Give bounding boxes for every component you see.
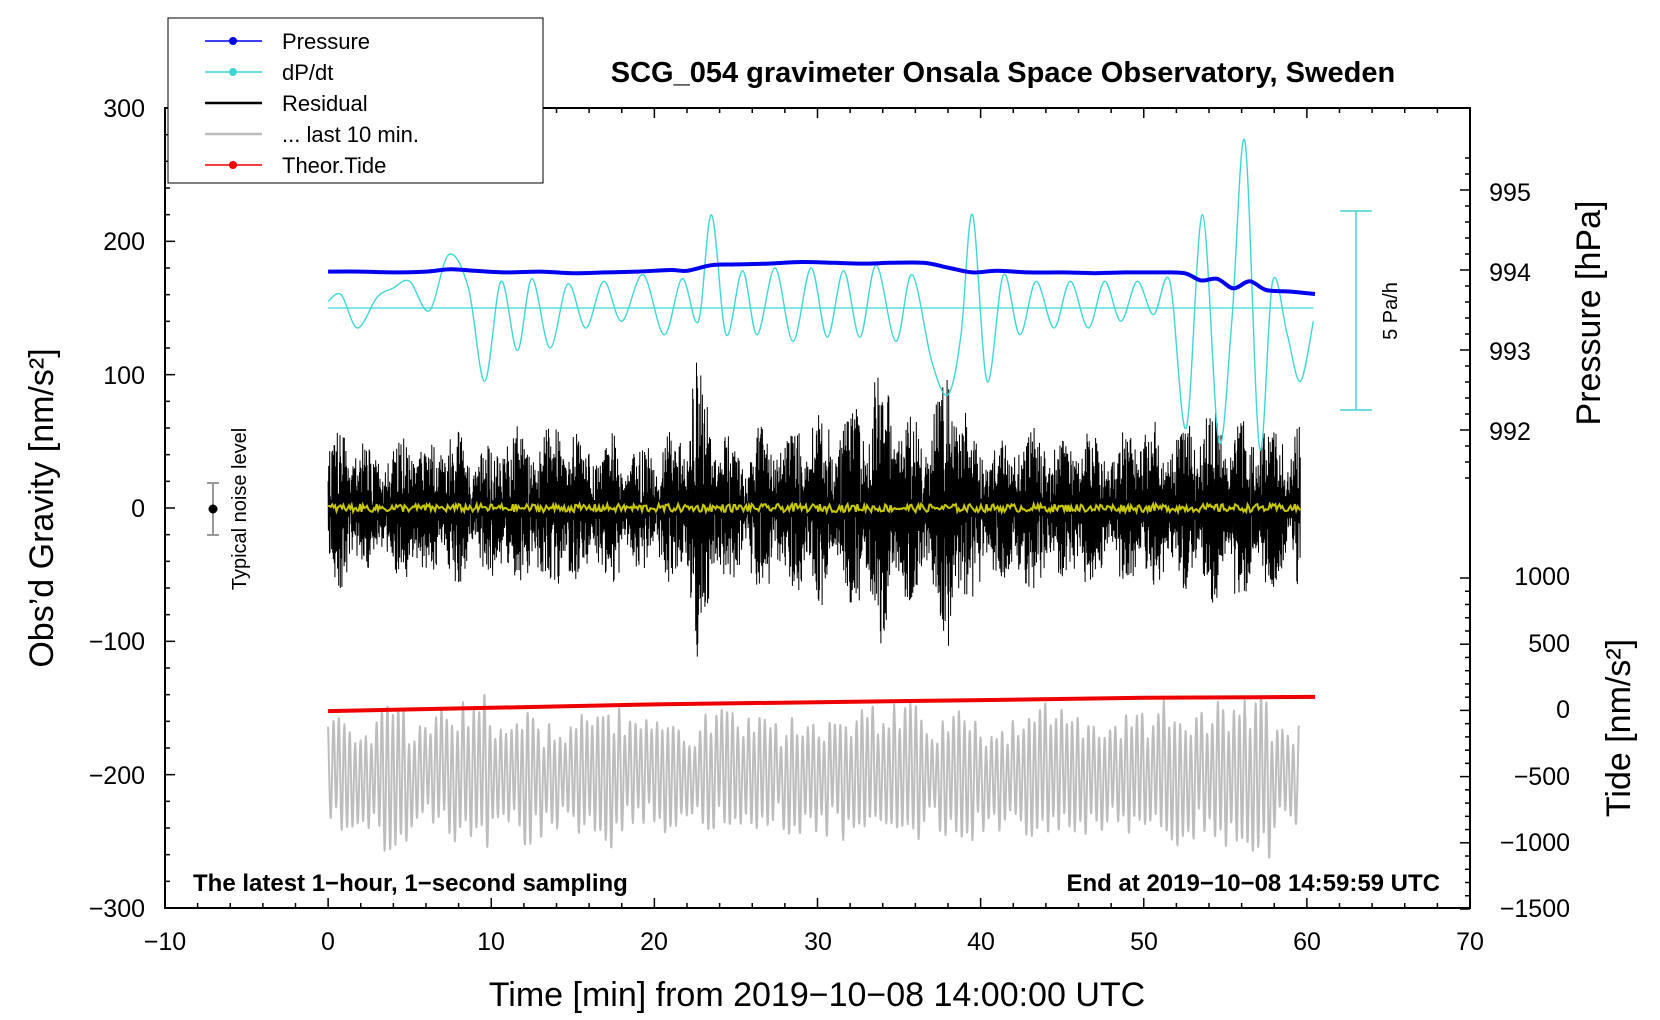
- tide-tick-label: −500: [1514, 763, 1570, 791]
- y-axis-label: Obs’d Gravity [nm/s²]: [23, 348, 61, 667]
- x-tick-label: 0: [321, 928, 335, 956]
- x-tick-label: −10: [144, 928, 186, 956]
- y-tick-label: −100: [89, 628, 145, 656]
- y-tick-label: −300: [89, 895, 145, 923]
- pressure-series: [328, 259, 1316, 296]
- noise-level-label: Typical noise level: [229, 428, 251, 590]
- pressure-tick-label: 992: [1489, 418, 1531, 446]
- tide-tick-label: −1000: [1500, 829, 1570, 857]
- scale-bar-label: 5 Pa/h: [1380, 282, 1402, 340]
- pressure-tick-label: 995: [1489, 179, 1531, 207]
- legend-label: Theor.Tide: [282, 153, 386, 178]
- scale-bar: 5 Pa/h: [1340, 210, 1402, 411]
- legend-item-dpdt: dP/dt: [205, 60, 333, 85]
- pressure-axis-label: Pressure [hPa]: [1570, 201, 1608, 426]
- dpdt-line: [327, 138, 1315, 451]
- x-tick-label: 70: [1456, 928, 1484, 956]
- residual-smoothed-series: [328, 500, 1302, 516]
- dpdt-series: [327, 138, 1315, 451]
- noise-level-indicator: Typical noise level: [207, 428, 251, 590]
- legend-item-pressure: Pressure: [205, 29, 370, 54]
- y-tick-label: −200: [89, 762, 145, 790]
- tide-tick-labels: 1000 500 0 −500 −1000 −1500: [1500, 563, 1570, 923]
- theoretical-tide-series: [328, 694, 1316, 714]
- tide-tick-label: 1000: [1514, 563, 1570, 591]
- tide-tick-label: 0: [1556, 696, 1570, 724]
- pressure-line: [328, 259, 1316, 296]
- pressure-tick-labels: 995 994 993 992: [1489, 179, 1531, 446]
- tide-tick-label: 500: [1528, 630, 1570, 658]
- chart-title: SCG_054 gravimeter Onsala Space Observat…: [611, 57, 1395, 89]
- legend-box: [167, 17, 544, 184]
- legend: Pressure dP/dt Residual ... last 10 min.…: [167, 17, 544, 184]
- x-tick-label: 60: [1293, 928, 1321, 956]
- y-tick-label: 200: [103, 228, 145, 256]
- residual-smoothed-line: [328, 500, 1302, 516]
- y-tick-label: 100: [103, 362, 145, 390]
- x-tick-label: 50: [1130, 928, 1158, 956]
- x-axis-label: Time [min] from 2019−10−08 14:00:00 UTC: [489, 976, 1145, 1014]
- tide-tick-label: −1500: [1500, 895, 1570, 923]
- x-axis-tick-labels: −10 0 10 20 30 40 50 60 70: [144, 928, 1484, 956]
- tide-line: [328, 694, 1316, 714]
- sampling-note: The latest 1−hour, 1−second sampling: [193, 870, 628, 897]
- last-10-min-series: [327, 693, 1300, 859]
- legend-label: Residual: [282, 91, 368, 116]
- y-tick-label: 300: [103, 95, 145, 123]
- legend-item-tide: Theor.Tide: [205, 153, 386, 178]
- y-tick-label: 0: [131, 495, 145, 523]
- tide-axis-label: Tide [nm/s²]: [1600, 639, 1638, 817]
- y-axis-tick-labels: 300 200 100 0 −100 −200 −300: [89, 95, 145, 923]
- x-tick-label: 20: [640, 928, 668, 956]
- x-tick-label: 30: [804, 928, 832, 956]
- pressure-tick-label: 993: [1489, 338, 1531, 366]
- pressure-tick-label: 994: [1489, 259, 1531, 287]
- legend-item-residual: Residual: [205, 91, 368, 116]
- end-time-note: End at 2019−10−08 14:59:59 UTC: [1066, 870, 1440, 897]
- legend-label: ... last 10 min.: [282, 122, 419, 147]
- legend-label: Pressure: [282, 29, 370, 54]
- x-tick-label: 10: [477, 928, 505, 956]
- last-10-min-line: [327, 693, 1300, 859]
- legend-item-last10: ... last 10 min.: [205, 122, 419, 147]
- x-tick-label: 40: [967, 928, 995, 956]
- legend-label: dP/dt: [282, 60, 333, 85]
